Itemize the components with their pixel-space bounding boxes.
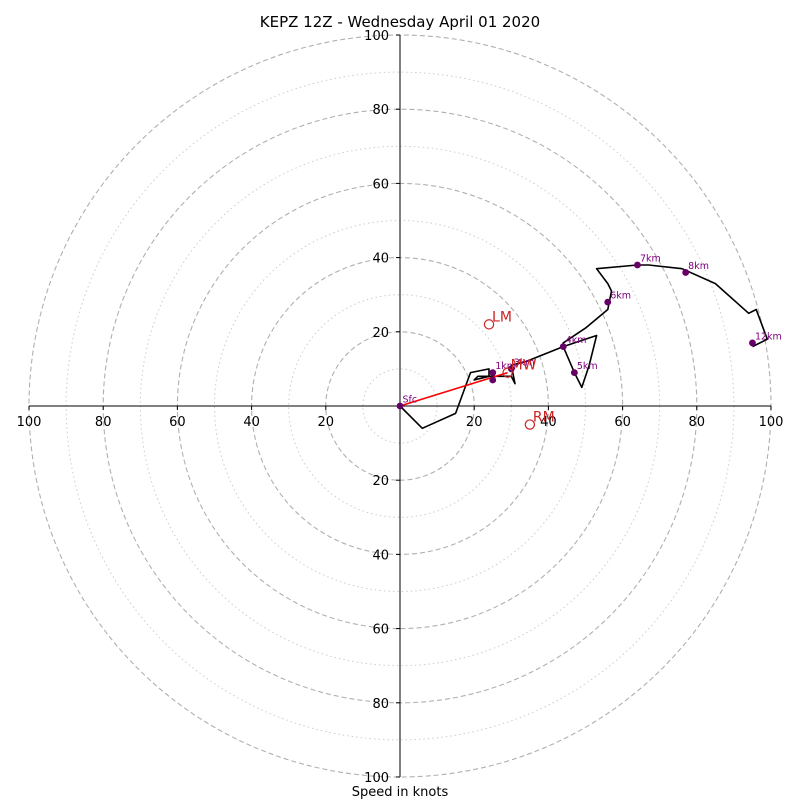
motion-label: LM	[492, 309, 512, 325]
y-tick-label: 40	[372, 252, 389, 267]
x-tick-label: 80	[95, 415, 112, 430]
height-point	[604, 298, 612, 306]
chart-title: KEPZ 12Z - Wednesday April 01 2020	[260, 13, 540, 31]
x-tick-label: 80	[689, 415, 706, 430]
height-label: 3km	[514, 357, 535, 368]
y-tick-label: 20	[372, 474, 389, 489]
storm-motion-markers: LM RM MW	[483, 309, 555, 430]
y-tick-label: 60	[372, 177, 389, 192]
y-tick-label: 20	[372, 326, 389, 341]
height-point	[749, 339, 756, 347]
height-label: 4km	[566, 335, 587, 346]
height-point	[570, 369, 578, 377]
y-tick-label: 80	[372, 697, 389, 712]
y-tick-label: 40	[372, 548, 389, 563]
hodograph-trace-group	[399, 264, 769, 430]
height-point	[559, 343, 567, 351]
x-axis-label: Speed in knots	[352, 785, 449, 800]
height-point	[682, 269, 690, 276]
y-tick-label: 100	[364, 771, 389, 786]
height-point	[634, 261, 641, 269]
x-tick-label: 40	[243, 415, 260, 430]
motion-label: RM	[533, 410, 555, 426]
y-tick-label: 60	[372, 623, 389, 638]
motion-point	[524, 419, 536, 430]
x-tick-label: 100	[759, 415, 784, 430]
height-label: 1km	[495, 361, 516, 372]
height-label: Sfc	[403, 395, 418, 406]
height-label: 8km	[688, 261, 709, 272]
motion-label: MW	[511, 358, 537, 374]
x-tick-label: 40	[540, 415, 557, 430]
height-label: 7km	[640, 254, 661, 265]
height-point	[507, 365, 515, 373]
hodograph-trace	[399, 264, 769, 430]
height-point	[489, 376, 497, 384]
x-tick-label: 60	[169, 415, 186, 430]
tick-labels: 100 80 60 40 20 20 40 60 80 100 100 80 60 40 20 20 40 60 8…	[17, 29, 784, 786]
x-tick-label: 100	[17, 415, 42, 430]
height-point	[489, 369, 497, 377]
y-tick-label: 80	[372, 103, 389, 118]
height-point	[396, 402, 404, 410]
y-tick-label: 100	[364, 29, 389, 44]
mean-wind-vector	[399, 371, 508, 407]
height-label: 6km	[610, 291, 631, 302]
mean-wind-vector-group	[399, 371, 508, 407]
height-label: 5km	[577, 361, 598, 372]
height-label: 12km	[755, 331, 782, 342]
motion-point	[502, 367, 513, 378]
x-tick-label: 20	[318, 415, 335, 430]
x-tick-label: 60	[614, 415, 631, 430]
motion-point	[483, 319, 495, 330]
x-tick-label: 20	[466, 415, 483, 430]
